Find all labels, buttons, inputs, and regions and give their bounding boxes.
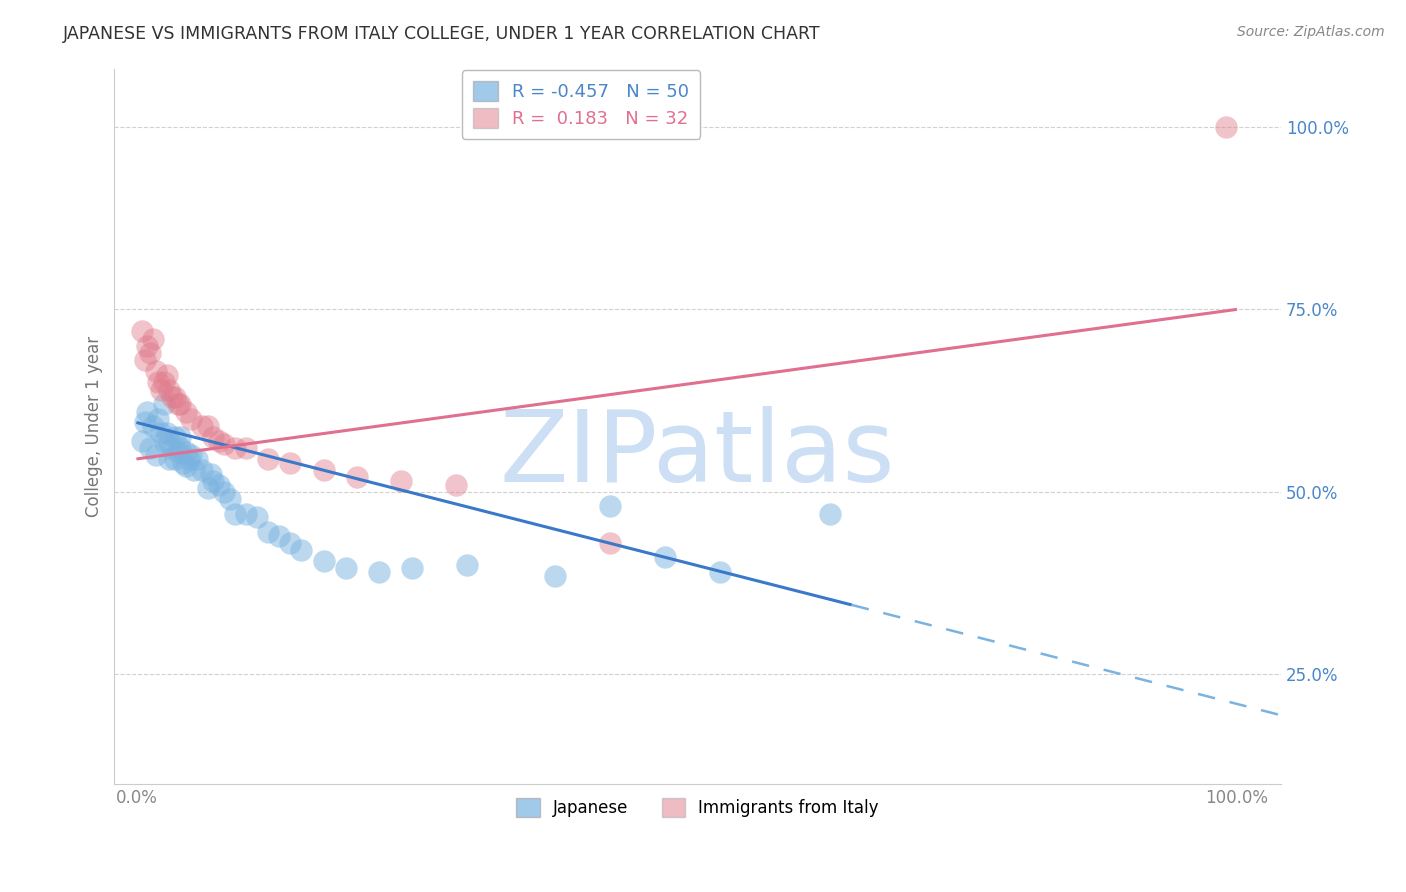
Point (134, 416, 156, 430)
Point (257, 452, 280, 467)
Text: Source: ZipAtlas.com: Source: ZipAtlas.com (1237, 25, 1385, 39)
Point (131, 434, 153, 448)
Point (174, 404, 197, 418)
Point (183, 463, 205, 477)
Point (191, 463, 214, 477)
Point (163, 430, 186, 444)
Point (208, 434, 231, 448)
Point (153, 434, 176, 448)
Point (172, 456, 194, 470)
Point (197, 481, 219, 495)
Point (246, 510, 269, 524)
Point (148, 376, 170, 390)
Point (202, 430, 225, 444)
Point (186, 452, 208, 467)
Point (145, 448, 167, 462)
Point (202, 474, 225, 488)
Point (179, 452, 201, 467)
Point (280, 536, 302, 550)
Point (167, 397, 190, 411)
Point (156, 368, 179, 382)
Point (134, 353, 156, 368)
Point (148, 412, 170, 426)
Point (709, 565, 731, 579)
Point (235, 507, 257, 521)
Point (389, 474, 412, 488)
Point (149, 426, 172, 441)
Point (138, 441, 160, 455)
Point (138, 346, 160, 360)
Point (818, 507, 841, 521)
Point (401, 561, 423, 575)
Point (543, 568, 565, 582)
Point (312, 554, 335, 568)
Point (142, 419, 165, 434)
Legend: Japanese, Immigrants from Italy: Japanese, Immigrants from Italy (508, 790, 887, 825)
Point (346, 470, 368, 484)
Point (599, 536, 621, 550)
Point (257, 524, 280, 539)
Point (169, 397, 191, 411)
Point (444, 477, 467, 491)
Point (1215, 120, 1237, 134)
Point (224, 441, 246, 455)
Point (153, 376, 176, 390)
Point (235, 441, 257, 455)
Point (269, 528, 291, 542)
Point (136, 339, 159, 353)
Point (156, 426, 179, 441)
Point (142, 332, 165, 346)
Point (174, 444, 197, 458)
Point (159, 434, 181, 448)
Y-axis label: College, Under 1 year: College, Under 1 year (86, 335, 103, 516)
Point (214, 484, 236, 499)
Point (149, 383, 172, 397)
Point (599, 500, 621, 514)
Point (159, 452, 181, 467)
Point (131, 324, 153, 338)
Point (224, 507, 246, 521)
Point (280, 456, 302, 470)
Point (169, 430, 191, 444)
Point (180, 448, 202, 462)
Point (208, 477, 231, 491)
Point (191, 419, 214, 434)
Point (169, 441, 191, 455)
Text: ZIPatlas: ZIPatlas (501, 406, 896, 503)
Point (214, 437, 236, 451)
Point (197, 419, 219, 434)
Point (312, 463, 335, 477)
Point (456, 558, 478, 572)
Point (290, 543, 312, 558)
Point (335, 561, 357, 575)
Point (160, 390, 183, 404)
Text: JAPANESE VS IMMIGRANTS FROM ITALY COLLEGE, UNDER 1 YEAR CORRELATION CHART: JAPANESE VS IMMIGRANTS FROM ITALY COLLEG… (63, 25, 821, 43)
Point (654, 550, 676, 565)
Point (159, 383, 181, 397)
Point (163, 390, 186, 404)
Point (153, 397, 176, 411)
Point (160, 441, 183, 455)
Point (367, 565, 389, 579)
Point (174, 459, 197, 474)
Point (145, 364, 167, 378)
Point (180, 412, 202, 426)
Point (163, 452, 186, 467)
Point (167, 444, 190, 458)
Point (219, 492, 242, 507)
Point (136, 404, 159, 418)
Point (200, 467, 222, 481)
